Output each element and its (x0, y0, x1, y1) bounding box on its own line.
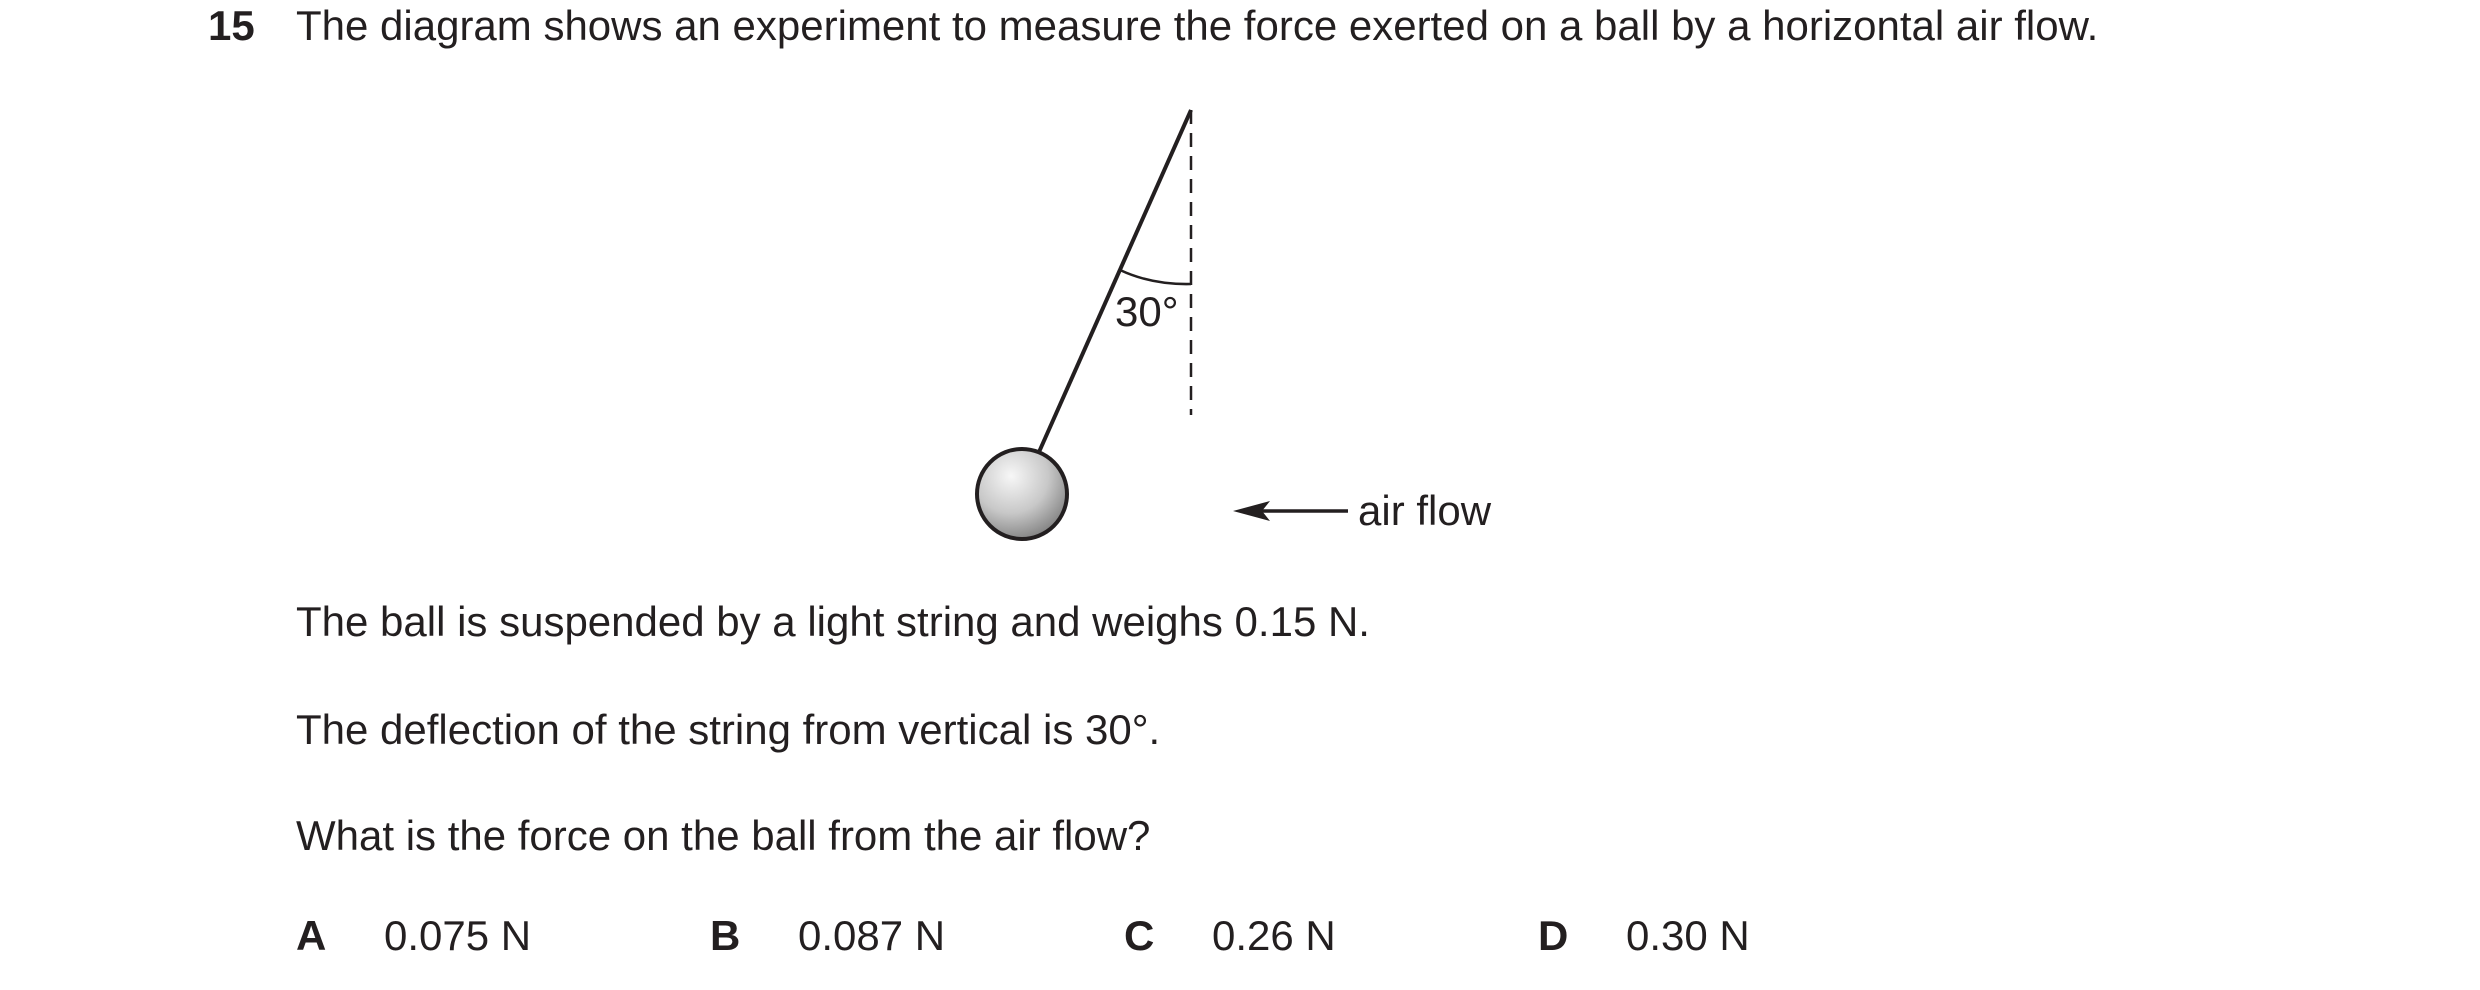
option-a-value: 0.075 N (384, 912, 532, 959)
option-d-letter: D (1538, 912, 1569, 959)
option-d-value: 0.30 N (1626, 912, 1750, 959)
option-c-value: 0.26 N (1212, 912, 1336, 959)
angle-label: 30° (1115, 288, 1179, 335)
airflow-label: air flow (1358, 487, 1492, 534)
option-c-letter: C (1124, 912, 1155, 959)
option-b-value: 0.087 N (798, 912, 946, 959)
option-b-letter: B (710, 912, 741, 959)
airflow-arrow-head-icon (1233, 501, 1270, 521)
angle-arc (1119, 268, 1192, 286)
ball (975, 447, 1069, 541)
question-stem: The diagram shows an experiment to measu… (296, 2, 2099, 49)
string (1037, 109, 1193, 453)
question-prompt: What is the force on the ball from the a… (296, 812, 1151, 859)
statement-deflection: The deflection of the string from vertic… (296, 706, 1161, 753)
option-a-letter: A (296, 912, 327, 959)
pendulum-diagram: 30° air flow (975, 109, 1492, 541)
question-number: 15 (208, 2, 255, 49)
statement-weight: The ball is suspended by a light string … (296, 598, 1370, 645)
